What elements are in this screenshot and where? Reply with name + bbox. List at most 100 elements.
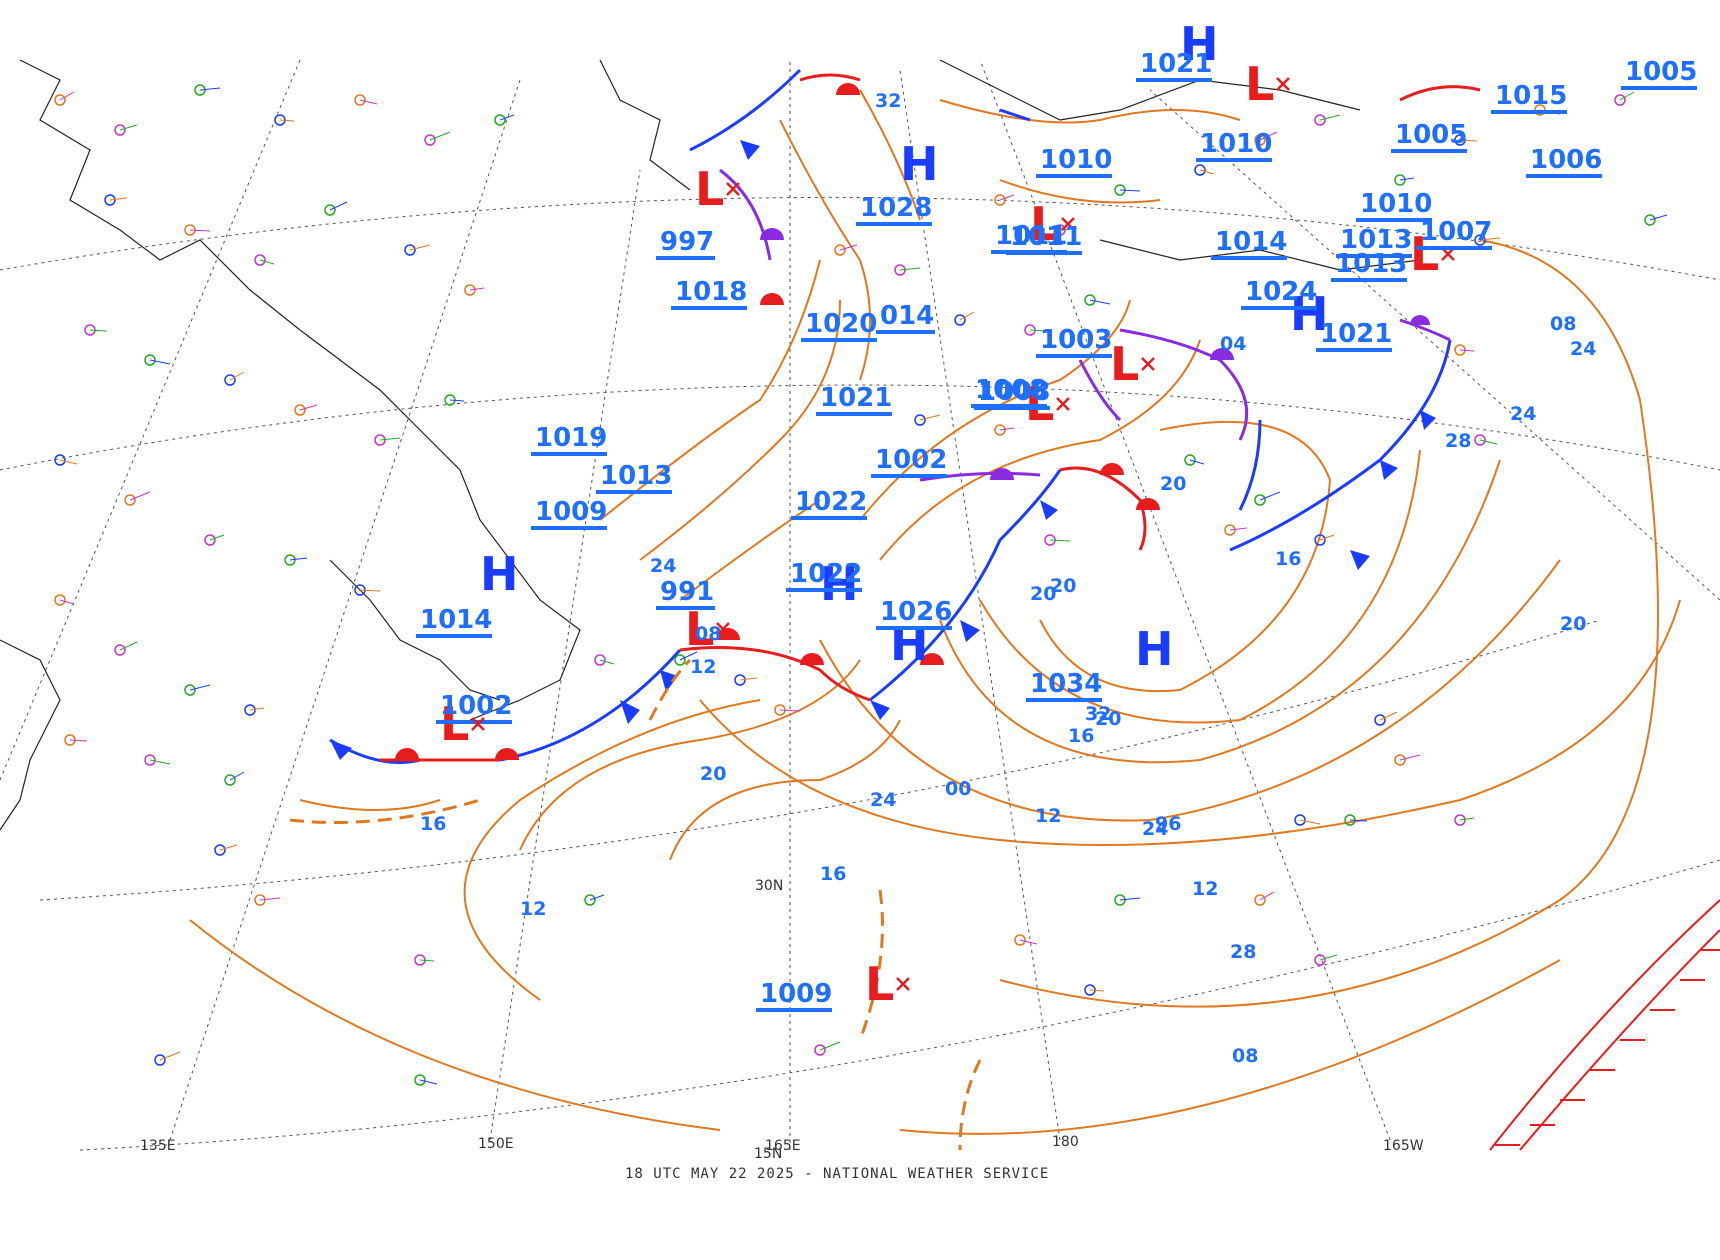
pressure-label: 1013 (1335, 249, 1407, 279)
lon-label-165w: 165W (1383, 1138, 1424, 1154)
pressure-label: 1018 (675, 277, 747, 307)
wind-barb-icon (69, 739, 88, 742)
wind-barb-icon (999, 427, 1015, 431)
center-value-underline (436, 720, 512, 724)
center-value-underline (656, 256, 715, 260)
wind-barb-icon (419, 1079, 438, 1085)
isobar-label: 24 (1142, 818, 1168, 840)
wind-barb-icon (1379, 711, 1398, 721)
station-circle-icon (114, 124, 126, 136)
wind-barb-icon (1479, 439, 1498, 445)
station-circle-icon (594, 654, 606, 666)
pressure-label-underline (1241, 306, 1317, 310)
pressure-label: 014 (880, 301, 934, 331)
pressure-label: 1005 (1395, 120, 1467, 150)
station-circle-icon (124, 494, 136, 506)
station-circle-icon (1014, 934, 1026, 946)
station-circle-icon (954, 314, 966, 326)
pressure-label-underline (1356, 218, 1432, 222)
pressure-label: 1019 (535, 423, 607, 453)
pressure-label-underline (816, 412, 892, 416)
cold-front-pips (330, 140, 1436, 760)
wind-barb-icon (1189, 459, 1205, 465)
isobar-label: 32 (875, 90, 901, 112)
wind-barb-icon (1049, 539, 1071, 542)
pressure-label: 1006 (1530, 145, 1602, 175)
center-pressure-value: 1009 (760, 979, 832, 1009)
station-circle-icon (54, 454, 66, 466)
wind-barb-icon (89, 329, 108, 332)
wind-barb-icon (1259, 491, 1281, 501)
isobar-label: 08 (1232, 1045, 1258, 1067)
station-circle-icon (224, 774, 236, 786)
isobar-label: 16 (1275, 548, 1301, 570)
isobar-label: 20 (1030, 583, 1056, 605)
center-pressure-value: 1003 (1040, 325, 1112, 355)
wind-barb-icon (1459, 139, 1478, 142)
pressure-label: 1009 (535, 497, 607, 527)
map-background (0, 60, 1720, 1160)
center-pressure-value: 1034 (1030, 669, 1102, 699)
low-center-x-icon (716, 622, 730, 636)
station-circle-icon (254, 254, 266, 266)
isobar-label: 12 (520, 898, 546, 920)
station-circle-icon (324, 204, 336, 216)
pressure-label: 1022 (795, 487, 867, 517)
wind-barb-icon (819, 1041, 841, 1051)
lon-label-165e: 165E (765, 1138, 801, 1154)
wind-barb-icon (1459, 817, 1475, 821)
center-value-underline (756, 1008, 832, 1012)
station-circle-icon (994, 424, 1006, 436)
pressure-label: 1002 (875, 445, 947, 475)
pressure-label: 1021 (1320, 319, 1392, 349)
pressure-label-underline (531, 452, 607, 456)
pressure-label-underline (791, 516, 867, 520)
wind-barb-icon (1259, 891, 1275, 901)
isobar-label: 12 (1192, 878, 1218, 900)
wind-barb-icon (299, 404, 318, 411)
pressure-label: 1010 (1360, 189, 1432, 219)
troughs (289, 658, 982, 1151)
wind-barb-icon (149, 359, 171, 365)
wind-barb-icon (419, 959, 435, 962)
wind-barb-icon (469, 287, 485, 291)
isobar-label: 28 (1445, 430, 1471, 452)
isobar-label: 24 (650, 555, 676, 577)
wind-barb-icon (919, 414, 941, 421)
station-circle-icon (1054, 224, 1066, 236)
low-pressure-center-icon: L (685, 602, 714, 656)
isobar-label: 16 (420, 813, 446, 835)
center-pressure-value: 1021 (1140, 49, 1212, 79)
lat-label-15n: 15N (754, 1146, 782, 1162)
station-circle-icon (104, 194, 116, 206)
lon-label-150e: 150E (478, 1136, 514, 1152)
center-value-underline (1336, 254, 1412, 258)
center-value-underline (416, 634, 492, 638)
isobar-label: 12 (690, 656, 716, 678)
lon-label-135e: 135E (140, 1138, 176, 1154)
low-pressure-center-icon: L (1110, 337, 1139, 391)
wind-barb-icon (209, 534, 225, 541)
wind-barb-icon (1199, 169, 1215, 175)
station-circle-icon (294, 404, 306, 416)
isobar-label: 08 (1550, 313, 1576, 335)
pressure-label-underline (1036, 354, 1112, 358)
wind-barb-icon (279, 119, 295, 122)
station-circle-icon (584, 894, 596, 906)
isobar-label: 28 (1230, 941, 1256, 963)
occluded-fronts (719, 168, 1451, 482)
station-circle-icon (204, 534, 216, 546)
pressure-label-underline (1621, 86, 1697, 90)
station-circle-icon (1314, 114, 1326, 126)
pressure-label-underline (801, 338, 877, 342)
low-pressure-center-icon: L (1410, 227, 1439, 281)
pressure-label: 1008 (975, 375, 1047, 405)
wind-barb-icon (149, 759, 171, 765)
center-pressure-value: 1002 (440, 691, 512, 721)
low-center-x-icon (1061, 217, 1075, 231)
pressure-label-underline (1006, 251, 1082, 255)
pressure-label-underline (1211, 256, 1287, 260)
wind-barb-icon (1089, 989, 1105, 992)
pressure-label-underline (596, 490, 672, 494)
